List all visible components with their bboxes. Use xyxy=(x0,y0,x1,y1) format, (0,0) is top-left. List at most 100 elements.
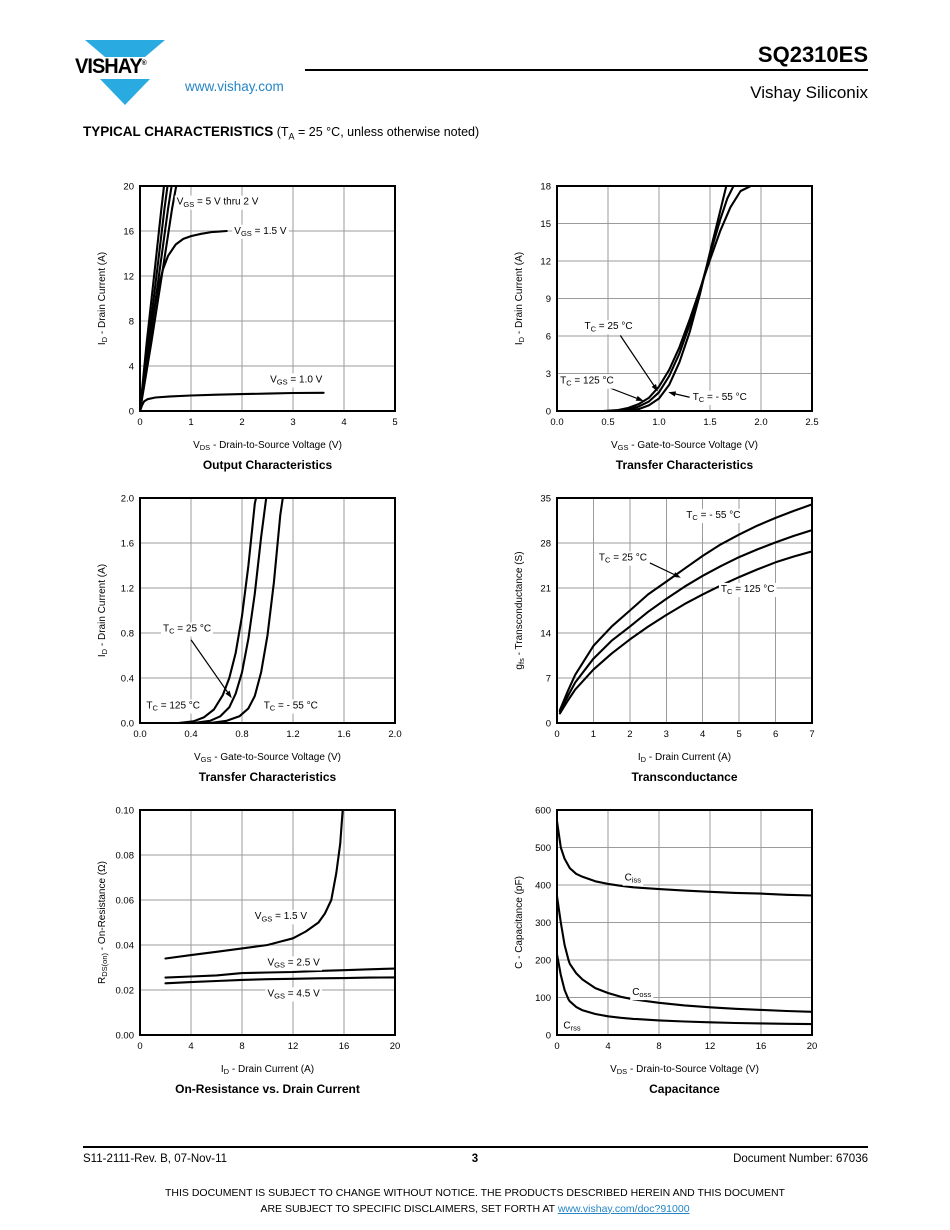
svg-text:1.6: 1.6 xyxy=(121,538,134,549)
svg-text:0.10: 0.10 xyxy=(116,805,135,816)
svg-text:20: 20 xyxy=(123,181,134,192)
chart-title: Transfer Characteristics xyxy=(198,770,337,784)
svg-text:0.04: 0.04 xyxy=(116,940,135,951)
svg-text:2.0: 2.0 xyxy=(754,417,767,428)
svg-text:Ciss: Ciss xyxy=(625,873,642,885)
svg-text:2.0: 2.0 xyxy=(121,493,134,504)
chart-capacitance: Ciss Coss Crss 0 4 8 12 16 20 0 100 200 300 400 500 600… xyxy=(512,802,832,1096)
part-number: SQ2310ES xyxy=(757,42,868,67)
section-title: TYPICAL CHARACTERISTICS xyxy=(83,124,274,139)
section-condition-pre: (T xyxy=(273,125,289,139)
disclaimer-line2: ARE SUBJECT TO SPECIFIC DISCLAIMERS, SET… xyxy=(260,1202,558,1215)
svg-text:ID - Drain Current (A): ID - Drain Current (A) xyxy=(514,252,526,345)
svg-text:200: 200 xyxy=(535,955,551,966)
svg-text:VGS - Gate-to-Source Voltage (: VGS - Gate-to-Source Voltage (V) xyxy=(194,752,341,764)
transfer-characteristics-chart-svg: TC = 25 °C TC = 125 °C TC = - 55 °C 0.0 0.5 1… xyxy=(514,181,819,452)
chart-transfer-characteristics-2: TC = 25 °C TC = 125 °C TC = - 55 °C 0.0 0.4 0… xyxy=(95,490,415,784)
svg-text:0.06: 0.06 xyxy=(116,895,135,906)
chart-title: Transfer Characteristics xyxy=(615,458,754,472)
svg-text:0.0: 0.0 xyxy=(550,417,563,428)
chart-on-resistance: VGS = 1.5 V VGS = 2.5 V VGS = 4.5 V 0 4 8 12 16… xyxy=(95,802,415,1096)
transconductance-chart-svg: TC = - 55 °C TC = 25 °C TC = 125 °C 0 1 2 3 4 5 6… xyxy=(514,493,815,764)
svg-text:16: 16 xyxy=(123,226,134,237)
svg-text:500: 500 xyxy=(535,843,551,854)
svg-text:12: 12 xyxy=(705,1041,716,1052)
section-condition-post: = 25 °C, unless otherwise noted) xyxy=(294,125,480,139)
svg-text:400: 400 xyxy=(535,880,551,891)
chart-title: On-Resistance vs. Drain Current xyxy=(175,1082,360,1096)
vishay-logo: VISHAY® xyxy=(75,40,167,106)
svg-text:3: 3 xyxy=(546,369,551,380)
svg-text:VDS - Drain-to-Source Voltage: VDS - Drain-to-Source Voltage (V) xyxy=(193,440,342,452)
svg-text:7: 7 xyxy=(809,729,814,740)
svg-text:VDS - Drain-to-Source Voltage: VDS - Drain-to-Source Voltage (V) xyxy=(610,1064,759,1076)
chart-output-characteristics: VGS = 5 V thru 2 V VGS = 1.5 V VGS = 1.0 V… xyxy=(95,178,415,472)
svg-text:0: 0 xyxy=(546,718,551,729)
svg-text:VGS = 1.5 V: VGS = 1.5 V xyxy=(234,226,287,238)
footer-disclaimer: THIS DOCUMENT IS SUBJECT TO CHANGE WITHO… xyxy=(0,1186,950,1218)
svg-text:TC = 125 °C: TC = 125 °C xyxy=(146,700,200,712)
svg-text:TC = 125 °C: TC = 125 °C xyxy=(560,376,614,388)
vishay-logo-text: VISHAY xyxy=(75,55,143,78)
svg-text:TC = 25 °C: TC = 25 °C xyxy=(585,321,633,333)
svg-text:VGS = 1.5 V: VGS = 1.5 V xyxy=(255,911,308,923)
svg-text:4: 4 xyxy=(341,417,346,428)
svg-text:0.00: 0.00 xyxy=(116,1030,135,1041)
svg-text:15: 15 xyxy=(540,219,551,230)
disclaimer-link[interactable]: www.vishay.com/doc?91000 xyxy=(557,1202,690,1215)
svg-text:12: 12 xyxy=(123,271,134,282)
svg-text:16: 16 xyxy=(339,1041,350,1052)
svg-text:0.0: 0.0 xyxy=(133,729,146,740)
vishay-website-link[interactable]: www.vishay.com xyxy=(185,79,284,94)
svg-text:Crss: Crss xyxy=(563,1020,580,1032)
footer-revision: S11-2111-Rev. B, 07-Nov-11 xyxy=(83,1153,228,1165)
svg-text:16: 16 xyxy=(756,1041,767,1052)
svg-text:0.8: 0.8 xyxy=(235,729,248,740)
svg-text:2: 2 xyxy=(239,417,244,428)
svg-text:8: 8 xyxy=(656,1041,661,1052)
svg-text:ID - Drain Current (A): ID - Drain Current (A) xyxy=(221,1064,314,1076)
svg-text:VGS = 5 V thru 2 V: VGS = 5 V thru 2 V xyxy=(177,197,259,209)
svg-text:35: 35 xyxy=(540,493,551,504)
header-rule xyxy=(305,69,868,71)
svg-text:0.02: 0.02 xyxy=(116,985,135,996)
svg-text:0.4: 0.4 xyxy=(184,729,197,740)
svg-text:6: 6 xyxy=(546,331,551,342)
svg-text:0.4: 0.4 xyxy=(121,673,134,684)
chart-title: Output Characteristics xyxy=(202,458,333,472)
vishay-logo-wordmark: VISHAY® xyxy=(75,55,162,79)
svg-text:0: 0 xyxy=(137,417,142,428)
svg-text:5: 5 xyxy=(736,729,741,740)
svg-text:14: 14 xyxy=(540,628,551,639)
svg-text:0.5: 0.5 xyxy=(601,417,614,428)
svg-text:0: 0 xyxy=(554,729,559,740)
registered-mark: ® xyxy=(141,60,147,67)
svg-text:Coss: Coss xyxy=(632,987,651,999)
svg-text:1.5: 1.5 xyxy=(703,417,716,428)
svg-text:21: 21 xyxy=(540,583,551,594)
svg-text:0.8: 0.8 xyxy=(121,628,134,639)
svg-text:5: 5 xyxy=(392,417,397,428)
svg-text:TC = - 55 °C: TC = - 55 °C xyxy=(693,392,747,404)
svg-text:3: 3 xyxy=(664,729,669,740)
division-name: Vishay Siliconix xyxy=(750,83,868,102)
svg-text:3: 3 xyxy=(290,417,295,428)
vishay-logo-triangle-top-icon xyxy=(85,40,165,57)
svg-text:8: 8 xyxy=(239,1041,244,1052)
chart-transconductance: TC = - 55 °C TC = 25 °C TC = 125 °C 0 1 2 3 4 5 6… xyxy=(512,490,832,784)
svg-text:1.2: 1.2 xyxy=(121,583,134,594)
on-resistance-chart-svg: VGS = 1.5 V VGS = 2.5 V VGS = 4.5 V 0 4 8 12 16… xyxy=(97,805,400,1076)
svg-text:0: 0 xyxy=(129,406,134,417)
svg-text:TC = 125 °C: TC = 125 °C xyxy=(721,584,775,596)
svg-text:8: 8 xyxy=(129,316,134,327)
svg-text:4: 4 xyxy=(700,729,705,740)
svg-text:ID - Drain Current (A): ID - Drain Current (A) xyxy=(638,752,731,764)
svg-text:TC = - 55 °C: TC = - 55 °C xyxy=(264,700,318,712)
svg-text:1.6: 1.6 xyxy=(337,729,350,740)
svg-text:VGS - Gate-to-Source Voltage (: VGS - Gate-to-Source Voltage (V) xyxy=(611,440,758,452)
svg-text:600: 600 xyxy=(535,805,551,816)
svg-text:300: 300 xyxy=(535,918,551,929)
svg-text:VGS = 4.5 V: VGS = 4.5 V xyxy=(268,988,321,1000)
svg-text:ID - Drain Current (A): ID - Drain Current (A) xyxy=(97,564,109,657)
svg-text:28: 28 xyxy=(540,538,551,549)
